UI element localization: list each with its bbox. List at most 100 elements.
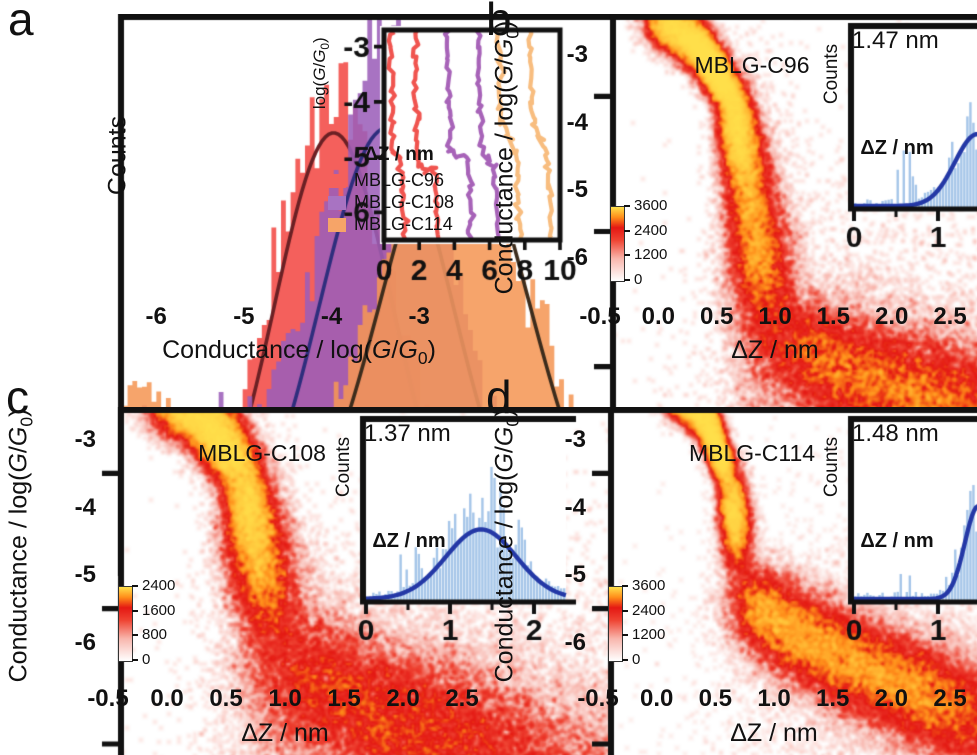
legend-item: MBLG-C108 (328, 192, 454, 213)
panel-d-inset-peak-value: 1.48 nm (852, 420, 939, 447)
colorbar-tick (624, 279, 630, 281)
x-tick-label: -0.5 (579, 303, 621, 330)
x-tick-label: 0.5 (209, 685, 243, 712)
panel-b-y-axis-title: Conductance / log(G/G0) (490, 20, 523, 295)
y-tick-label: -3 (566, 41, 588, 69)
legend-item: MBLG-C114 (328, 214, 454, 235)
colorbar-tick (624, 254, 630, 257)
x-tick-label: -6 (145, 303, 167, 330)
colorbar-tick-label: 1200 (632, 626, 666, 644)
x-tick-label: 1.5 (816, 303, 851, 330)
panel-c-molecule-label: MBLG-C108 (198, 440, 326, 466)
colorbar-tick (624, 229, 630, 232)
y-tick-label: -5 (566, 176, 588, 204)
colorbar-tick (132, 585, 138, 587)
x-tick-label: 0.0 (639, 685, 674, 712)
colorbar-tick-label: 0 (142, 651, 151, 668)
panel-b-inset-y-axis-title: Counts (821, 43, 842, 105)
colorbar-tick (622, 609, 628, 612)
legend-label: MBLG-C96 (354, 170, 445, 190)
colorbar-tick-label: 1600 (142, 601, 176, 619)
x-tick-label: 2.5 (445, 685, 479, 712)
x-tick-label: 2.5 (933, 685, 967, 712)
colorbar-tick-label: 0 (634, 271, 643, 288)
colorbar-gradient (608, 586, 623, 662)
colorbar-tick (622, 585, 628, 587)
panel-b-inset-peak-value: 1.47 nm (852, 27, 939, 54)
colorbar-tick-label: 3600 (632, 577, 666, 594)
colorbar-tick (132, 659, 138, 661)
legend-label: MBLG-C114 (354, 214, 453, 234)
x-tick-label: 0.0 (150, 685, 184, 712)
colorbar-tick (622, 634, 628, 637)
panel-c-inset-y-axis-title: Counts (333, 436, 354, 498)
y-tick-label: -4 (564, 493, 586, 521)
colorbar-tick-label: 800 (142, 626, 168, 644)
legend-item: MBLG-C96 (328, 170, 454, 191)
y-tick-label: -3 (564, 426, 586, 454)
panel-d-inset-y-axis-title: Counts (821, 436, 842, 498)
panel-c-y-axis-title: Conductance / log(G/G0) (4, 408, 37, 683)
colorbar: 2400 1600 800 0 (118, 577, 193, 668)
y-tick-label: -6 (564, 629, 586, 657)
panel-d-x-axis-title: ΔZ / nm (730, 719, 818, 747)
panel-a-inset-y-axis-title: log(G/G0) (309, 37, 333, 110)
legend-swatch-mblg-c108 (328, 195, 346, 210)
panel-c-x-axis-title: ΔZ / nm (241, 719, 329, 747)
colorbar-gradient (118, 586, 133, 662)
panel-letter-c: c (6, 371, 29, 423)
legend-label: MBLG-C108 (354, 192, 455, 212)
x-tick-label: 0.5 (698, 685, 733, 712)
panel-d-inset-x-axis-title: ΔZ / nm (860, 530, 934, 552)
x-tick-label: -3 (408, 303, 430, 330)
colorbar-tick-label: 2400 (632, 601, 666, 619)
x-tick-label: 2.5 (933, 303, 967, 330)
panel-a-inset-x-axis-title: ΔZ / nm (364, 144, 434, 165)
panel-letter-d: d (486, 371, 512, 423)
y-tick-label: -4 (74, 493, 96, 521)
colorbar-tick-label: 0 (632, 651, 641, 668)
x-tick-label: 2.0 (874, 685, 909, 712)
x-tick-label: 1.0 (757, 685, 791, 712)
x-tick-label: -5 (233, 303, 255, 330)
panel-a-x-axis-title: Conductance / log(G/G0) (162, 336, 436, 368)
x-tick-label: 1.5 (327, 685, 361, 712)
panel-letter-b: b (486, 0, 512, 45)
x-tick-label: -0.5 (87, 685, 129, 712)
panel-d-y-axis-title: Conductance / log(G/G0) (490, 408, 523, 683)
y-tick-label: -4 (566, 108, 588, 136)
panel-b-molecule-label: MBLG-C96 (694, 52, 810, 78)
colorbar-tick (132, 634, 138, 637)
panel-c-inset-canvas (354, 414, 582, 662)
x-tick-label: 1.0 (268, 685, 302, 712)
panel-letter-a: a (8, 0, 34, 45)
colorbar-tick-label: 2400 (634, 221, 668, 239)
colorbar-tick (132, 609, 138, 612)
panel-d-inset-canvas (842, 414, 977, 662)
legend-swatch-mblg-c96 (328, 173, 346, 188)
x-tick-label: 0.5 (699, 303, 734, 330)
colorbar-tick (624, 205, 630, 207)
colorbar-tick-label: 3600 (634, 197, 668, 214)
colorbar-tick-label: 2400 (142, 577, 176, 594)
y-tick-label: -5 (74, 561, 96, 589)
x-tick-label: 2.0 (874, 303, 909, 330)
y-tick-label: -3 (74, 426, 96, 454)
panel-b-inset-x-axis-title: ΔZ / nm (860, 137, 934, 159)
y-tick-label: -5 (564, 561, 586, 589)
x-tick-label: -0.5 (577, 685, 619, 712)
panel-a-y-axis-title: Counts (103, 115, 132, 196)
x-tick-label: 2.0 (386, 685, 420, 712)
legend-swatch-mblg-c114 (328, 217, 346, 232)
x-tick-label: -4 (320, 303, 343, 330)
panel-b-inset-canvas (842, 21, 977, 269)
colorbar: 3600 2400 1200 0 (610, 197, 685, 288)
colorbar-tick (622, 659, 628, 661)
colorbar-tick-label: 1200 (634, 246, 668, 264)
panel-d-molecule-label: MBLG-C114 (688, 440, 816, 466)
colorbar-gradient (610, 206, 625, 282)
y-tick-label: -6 (566, 243, 588, 271)
colorbar: 3600 2400 1200 0 (608, 577, 683, 668)
y-tick-label: -6 (74, 629, 96, 657)
